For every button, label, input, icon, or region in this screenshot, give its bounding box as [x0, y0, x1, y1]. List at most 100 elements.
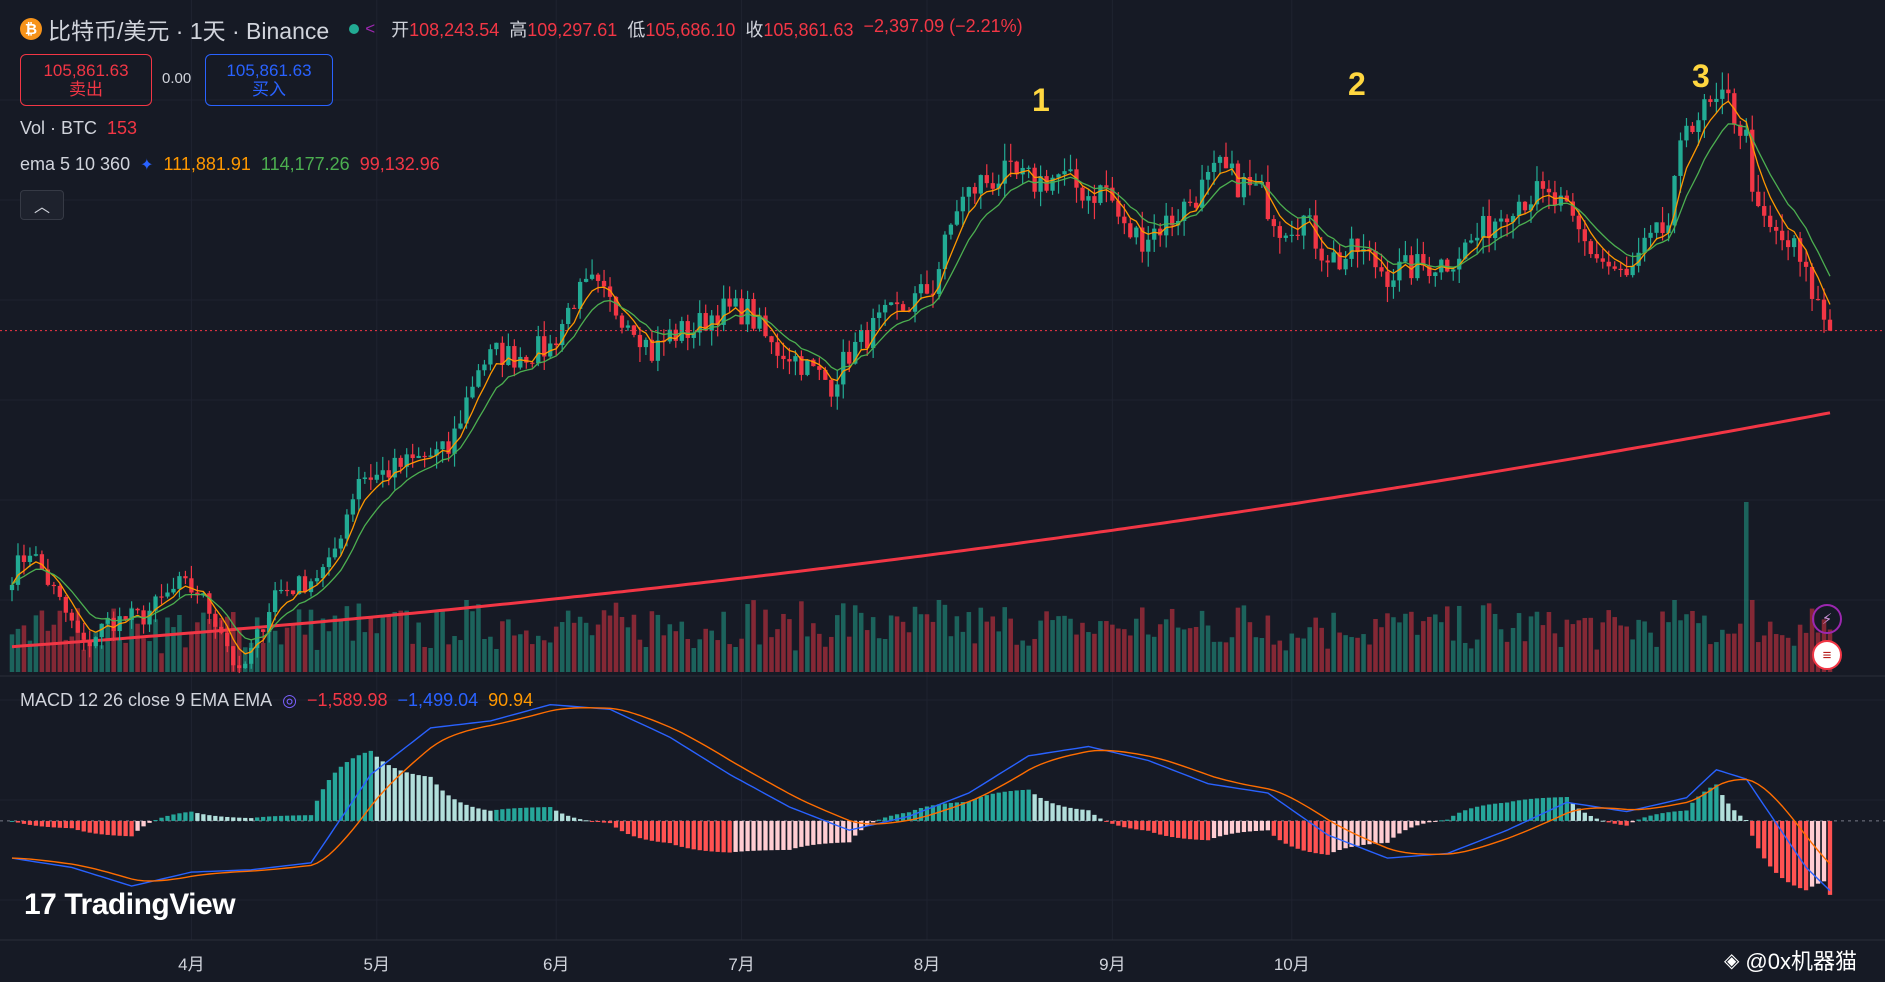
macd-hist-bar — [1283, 820, 1288, 844]
candle-body — [781, 355, 786, 360]
symbol-title[interactable]: 比特币/美元 · 1天 · Binance — [48, 18, 330, 44]
macd-hist-bar — [673, 820, 678, 846]
candle-body — [243, 663, 248, 669]
volume-bar — [201, 612, 206, 672]
chevron-up-icon: ︿ — [33, 199, 50, 216]
macd-hist-bar — [1492, 803, 1498, 821]
candle-body — [105, 617, 110, 624]
macd-hist-bar — [338, 766, 344, 821]
volume-bar — [757, 644, 762, 672]
volume-bar — [1492, 613, 1498, 672]
candle-body — [1229, 163, 1235, 169]
volume-legend[interactable]: Vol · BTC 153 — [20, 118, 137, 139]
volume-bar — [488, 636, 493, 672]
volume-bar — [1791, 645, 1797, 672]
volume-bar — [1355, 637, 1360, 672]
macd-hist-bar — [1445, 819, 1450, 821]
macd-hist-bar — [1797, 820, 1803, 889]
volume-bar — [1301, 638, 1307, 672]
candle-body — [542, 336, 547, 357]
macd-hist-bar — [1229, 820, 1235, 834]
volume-bar — [332, 615, 338, 672]
macd-hist-bar — [470, 806, 475, 821]
macd-hist-bar — [261, 816, 266, 821]
candle-body — [835, 384, 840, 397]
macd-hist-bar — [45, 820, 51, 827]
volume-bar — [1367, 644, 1372, 672]
macd-hist-bar — [1319, 820, 1324, 855]
volume-bar — [440, 609, 445, 672]
volume-bar — [21, 625, 27, 672]
volume-bar — [1773, 634, 1779, 672]
macd-hist-bar — [272, 816, 278, 821]
ema-legend[interactable]: ema 5 10 360 ✦ 111,881.91 114,177.26 99,… — [20, 154, 440, 175]
macd-hist-bar — [769, 820, 774, 851]
candle-body — [930, 293, 936, 295]
volume-bar — [673, 631, 679, 672]
candle-body — [1690, 125, 1695, 133]
macd-hist-bar — [912, 809, 918, 821]
macd-hist-bar — [757, 820, 762, 851]
candle-body — [817, 366, 822, 370]
macd-legend[interactable]: MACD 12 26 close 9 EMA EMA ◎ −1,589.98 −… — [20, 690, 533, 711]
volume-bar — [1439, 622, 1444, 672]
volume-bar — [147, 641, 152, 672]
sell-button[interactable]: 105,861.63 卖出 — [20, 54, 152, 106]
candle-body — [111, 617, 116, 632]
volume-bar — [769, 637, 774, 672]
volume-bar — [721, 611, 726, 672]
macd-hist-bar — [882, 817, 888, 821]
candle-body — [984, 175, 989, 184]
candle-body — [942, 234, 948, 270]
macd-hist-bar — [27, 820, 33, 825]
candle-body — [1319, 248, 1324, 261]
candle-body — [1211, 162, 1217, 172]
buy-button[interactable]: 105,861.63 买入 — [205, 54, 333, 106]
macd-hist-bar — [183, 812, 188, 821]
us-flag-icon[interactable]: ≡ — [1812, 640, 1842, 670]
candle-body — [1469, 240, 1474, 243]
candle-body — [595, 274, 601, 281]
macd-hist-bar — [1152, 820, 1157, 833]
macd-hist-bar — [1289, 820, 1294, 847]
macd-hist-bar — [1570, 803, 1576, 821]
macd-settings-icon[interactable]: ◎ — [282, 690, 297, 710]
candle-body — [21, 555, 27, 562]
volume-bar — [1415, 634, 1420, 672]
volume-bar — [1516, 613, 1522, 672]
macd-hist-bar — [1654, 814, 1659, 821]
candle-body — [894, 302, 900, 305]
candle-body — [1170, 215, 1175, 226]
candle-body — [613, 296, 619, 316]
share-icon[interactable]: < — [365, 19, 376, 38]
candle-body — [996, 183, 1001, 189]
close-label: 收 — [745, 20, 764, 40]
macd-hist-bar — [655, 820, 661, 842]
ema-settings-icon[interactable]: ✦ — [140, 156, 154, 174]
volume-bar — [984, 621, 990, 672]
macd-hist-bar — [1271, 820, 1276, 836]
candle-body — [1146, 239, 1151, 252]
macd-hist-bar — [1672, 811, 1677, 821]
macd-hist-bar — [69, 820, 74, 829]
volume-bar — [183, 647, 188, 672]
lightning-icon[interactable]: ⚡ — [1812, 604, 1842, 634]
volume-bar — [894, 616, 900, 672]
volume-bar — [350, 640, 356, 672]
macd-hist-bar — [1552, 797, 1558, 821]
macd-hist-bar — [1803, 820, 1809, 891]
candle-body — [33, 554, 39, 556]
volume-bar — [1738, 623, 1743, 672]
volume-bar — [195, 622, 200, 672]
candle-body — [841, 351, 846, 385]
macd-hist-bar — [1164, 820, 1169, 836]
x-tick-label: 8月 — [914, 955, 940, 974]
collapse-legend-button[interactable]: ︿ — [20, 190, 64, 220]
candle-body — [1510, 216, 1516, 223]
volume-bar — [1128, 635, 1133, 672]
candle-body — [763, 315, 768, 337]
volume-bar — [811, 623, 816, 672]
macd-hist-bar — [1588, 815, 1593, 821]
close-value: 105,861.63 — [763, 20, 854, 40]
